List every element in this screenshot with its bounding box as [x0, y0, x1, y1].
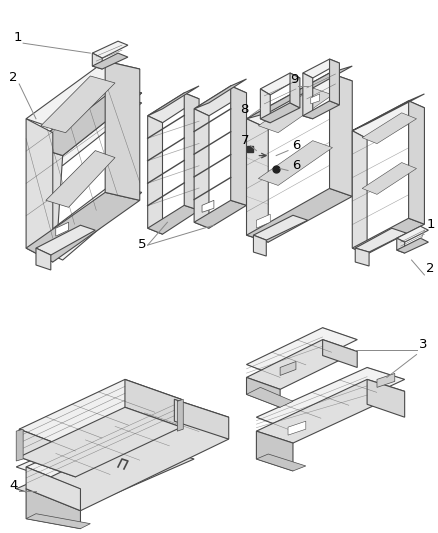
Polygon shape: [355, 228, 406, 252]
Polygon shape: [362, 163, 417, 195]
Polygon shape: [177, 399, 183, 431]
Polygon shape: [41, 76, 115, 133]
Polygon shape: [46, 151, 115, 207]
Polygon shape: [256, 214, 270, 228]
Polygon shape: [260, 89, 270, 123]
Polygon shape: [92, 53, 128, 69]
Polygon shape: [377, 374, 395, 387]
Polygon shape: [184, 93, 199, 211]
Polygon shape: [409, 101, 424, 224]
Polygon shape: [247, 119, 268, 242]
Polygon shape: [16, 417, 194, 489]
Polygon shape: [258, 141, 332, 185]
Polygon shape: [323, 340, 357, 367]
Polygon shape: [231, 86, 247, 205]
Polygon shape: [352, 131, 367, 254]
Polygon shape: [19, 429, 75, 477]
Polygon shape: [26, 467, 81, 511]
Polygon shape: [26, 489, 81, 529]
Polygon shape: [31, 185, 142, 260]
Polygon shape: [19, 407, 181, 477]
Text: 4: 4: [9, 479, 18, 492]
Polygon shape: [256, 367, 405, 431]
Polygon shape: [362, 113, 417, 144]
Polygon shape: [247, 73, 352, 129]
Polygon shape: [254, 215, 308, 240]
Polygon shape: [31, 86, 142, 156]
Polygon shape: [26, 399, 229, 489]
Polygon shape: [194, 86, 247, 116]
Polygon shape: [105, 61, 140, 200]
Polygon shape: [247, 340, 357, 389]
Polygon shape: [19, 379, 181, 451]
Polygon shape: [288, 421, 306, 435]
Polygon shape: [194, 109, 209, 228]
Polygon shape: [16, 429, 23, 461]
Polygon shape: [174, 399, 229, 439]
Polygon shape: [352, 101, 424, 139]
Text: 6: 6: [292, 139, 300, 151]
Polygon shape: [397, 226, 428, 242]
Polygon shape: [280, 361, 296, 375]
Polygon shape: [92, 53, 102, 69]
Polygon shape: [26, 514, 90, 529]
Text: 7: 7: [240, 134, 249, 147]
Polygon shape: [329, 73, 352, 196]
Polygon shape: [125, 379, 181, 427]
Polygon shape: [254, 235, 266, 256]
Text: 5: 5: [138, 238, 146, 251]
Polygon shape: [247, 66, 352, 119]
Polygon shape: [256, 454, 306, 471]
Text: 2: 2: [9, 71, 18, 84]
Polygon shape: [256, 379, 405, 443]
Polygon shape: [397, 238, 428, 253]
Text: 1: 1: [427, 218, 435, 231]
Polygon shape: [247, 328, 357, 377]
Polygon shape: [202, 200, 214, 212]
Polygon shape: [256, 431, 293, 471]
Polygon shape: [329, 59, 339, 105]
Polygon shape: [247, 377, 280, 407]
Polygon shape: [247, 387, 293, 407]
Polygon shape: [352, 94, 424, 131]
Polygon shape: [194, 200, 247, 228]
Polygon shape: [26, 61, 140, 131]
Polygon shape: [260, 73, 300, 95]
Polygon shape: [26, 192, 140, 262]
Polygon shape: [148, 86, 199, 116]
Polygon shape: [247, 188, 352, 242]
Polygon shape: [194, 79, 247, 109]
Polygon shape: [31, 146, 63, 260]
Polygon shape: [31, 86, 142, 156]
Polygon shape: [311, 94, 320, 104]
Polygon shape: [36, 225, 95, 255]
Polygon shape: [303, 101, 339, 119]
Polygon shape: [352, 218, 424, 254]
Polygon shape: [303, 59, 339, 78]
Polygon shape: [26, 119, 53, 262]
Polygon shape: [355, 248, 369, 266]
Polygon shape: [31, 96, 142, 166]
Polygon shape: [148, 93, 199, 123]
Text: 3: 3: [418, 337, 427, 351]
Polygon shape: [148, 116, 162, 234]
Polygon shape: [367, 379, 405, 417]
Polygon shape: [56, 222, 69, 236]
Text: 8: 8: [240, 103, 249, 116]
Text: 2: 2: [427, 262, 435, 275]
Text: 9: 9: [290, 73, 298, 86]
Polygon shape: [290, 73, 300, 108]
Polygon shape: [16, 439, 194, 508]
Polygon shape: [36, 248, 51, 270]
Polygon shape: [397, 238, 405, 253]
Polygon shape: [26, 417, 229, 511]
Text: 1: 1: [13, 31, 22, 44]
Polygon shape: [260, 103, 300, 123]
Polygon shape: [92, 41, 128, 58]
Text: 6: 6: [292, 158, 300, 172]
Polygon shape: [148, 205, 199, 234]
Polygon shape: [258, 88, 332, 133]
Polygon shape: [303, 73, 313, 119]
